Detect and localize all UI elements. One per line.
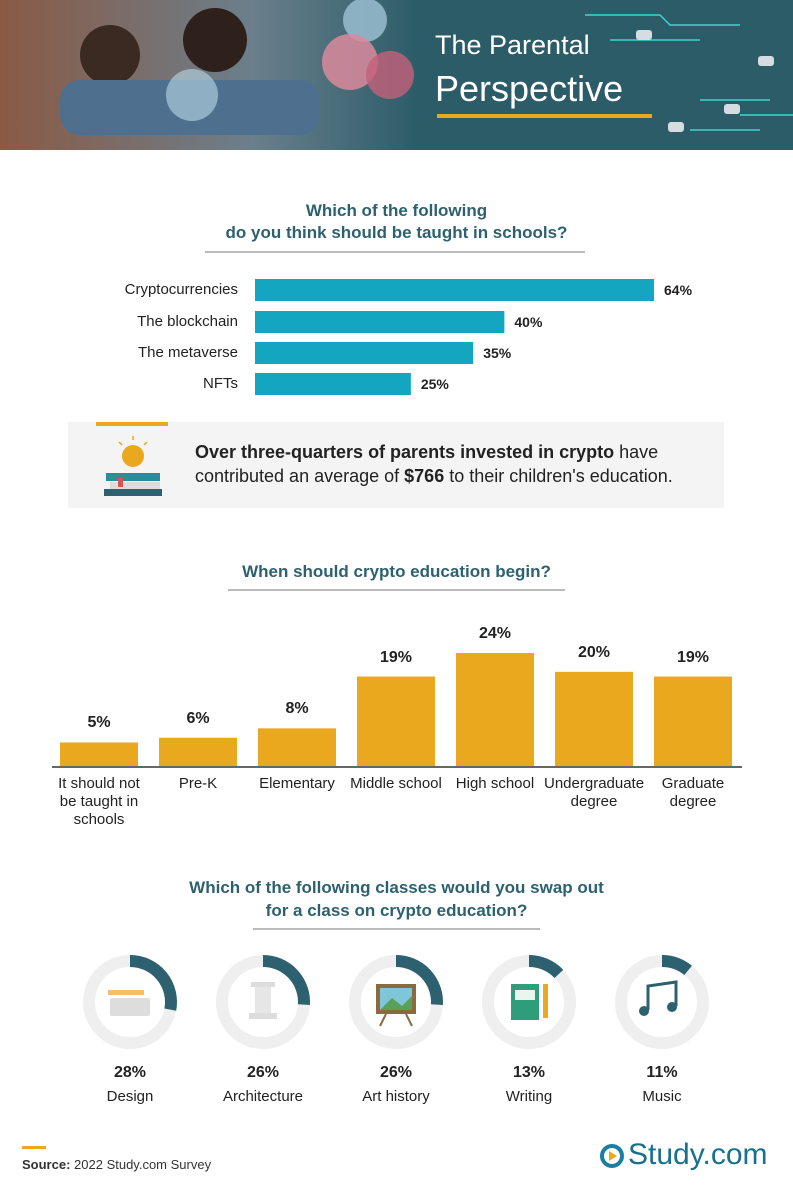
value-label: 8% <box>285 700 309 718</box>
category-label: The blockchain <box>137 313 238 330</box>
photo-figure <box>183 8 247 72</box>
source-accent <box>22 1146 46 1149</box>
chart-title: do you think should be taught in schools… <box>225 223 568 242</box>
coin <box>343 0 387 42</box>
coin <box>366 51 414 99</box>
value-label: 40% <box>514 314 543 330</box>
donut-arc <box>528 955 564 979</box>
circuit-lines <box>585 14 793 131</box>
value-label: 20% <box>577 643 611 661</box>
bar <box>555 671 633 766</box>
category-label: Pre-K <box>178 775 218 792</box>
category-label: Architecture <box>222 1088 304 1105</box>
header-title: Perspective <box>435 68 624 109</box>
value-label: 28% <box>113 1064 147 1081</box>
callout-accent <box>96 422 168 426</box>
value-label: 19% <box>379 648 413 666</box>
value-label: 5% <box>87 714 111 732</box>
value-label: 35% <box>483 345 512 361</box>
value-label: 25% <box>420 376 449 392</box>
category-label: The metaverse <box>137 344 238 361</box>
coin <box>322 34 378 90</box>
category-label: Design <box>106 1088 154 1105</box>
logo: Study.com <box>628 1138 768 1171</box>
value-label: 11% <box>646 1064 678 1081</box>
photo-figure <box>80 25 140 85</box>
bar <box>255 342 474 364</box>
class-icon <box>108 990 150 1016</box>
chart-title: for a class on crypto education? <box>265 901 528 920</box>
value-label: 24% <box>478 625 512 642</box>
source: Source: 2022 Study.com Survey <box>22 1157 211 1172</box>
callout-text: to their children's education. <box>444 466 673 486</box>
value-label: 13% <box>512 1064 546 1081</box>
callout-text: Over three-quarters of parents invested … <box>195 440 705 488</box>
class-icon <box>511 984 548 1020</box>
callout-box <box>68 422 724 508</box>
category-label: Writing <box>505 1088 553 1105</box>
title-underline <box>205 251 585 253</box>
category-label: It should not be taught in schools <box>58 775 140 828</box>
bar <box>255 373 411 395</box>
category-label: High school <box>455 775 535 792</box>
source-label: Source: <box>22 1157 71 1172</box>
callout-text: have contributed an average of <box>195 442 659 486</box>
logo-icon <box>609 1151 617 1161</box>
bar <box>255 311 505 333</box>
title-underline <box>253 928 540 930</box>
value-label: 64% <box>664 282 693 298</box>
bar <box>654 676 732 766</box>
title-underline <box>228 589 565 591</box>
bar <box>456 653 534 766</box>
category-label: Graduate degree <box>661 775 725 810</box>
source-text: 2022 Study.com Survey <box>74 1157 212 1172</box>
donut-arc <box>262 955 310 1005</box>
category-label: Undergraduate degree <box>544 775 645 810</box>
category-label: NFTs <box>203 375 238 392</box>
donut-arc <box>395 955 443 1005</box>
chart-title: Which of the following classes would you… <box>189 878 604 897</box>
callout-text: Over three-quarters of parents invested … <box>195 442 615 462</box>
value-label: 26% <box>379 1064 413 1081</box>
bar <box>159 737 237 766</box>
class-icon <box>249 982 277 1019</box>
logo-icon <box>600 1144 624 1168</box>
category-label: Middle school <box>350 775 442 792</box>
bar <box>60 742 138 766</box>
title-underline <box>437 114 652 118</box>
value-label: 6% <box>186 709 210 727</box>
bar <box>258 728 336 766</box>
donut-track <box>615 955 709 1049</box>
donut-arc <box>129 955 177 1011</box>
category-label: Music <box>642 1088 682 1105</box>
category-label: Cryptocurrencies <box>124 281 238 298</box>
value-label: 19% <box>676 648 710 666</box>
bar <box>255 279 654 301</box>
class-icon <box>376 984 416 1027</box>
category-label: Elementary <box>259 775 335 792</box>
bar <box>357 676 435 766</box>
piggy-bank <box>166 69 218 121</box>
donut-arc <box>661 955 692 976</box>
callout-icon <box>104 436 162 496</box>
chart-title: Which of the following <box>305 201 488 220</box>
header-title: The Parental <box>435 30 590 60</box>
class-icon <box>639 980 678 1016</box>
callout-text: $766 <box>404 466 445 486</box>
circuit-pads <box>636 30 774 132</box>
chart-title: When should crypto education begin? <box>242 562 551 581</box>
value-label: 26% <box>246 1064 280 1081</box>
category-label: Art history <box>362 1088 430 1105</box>
